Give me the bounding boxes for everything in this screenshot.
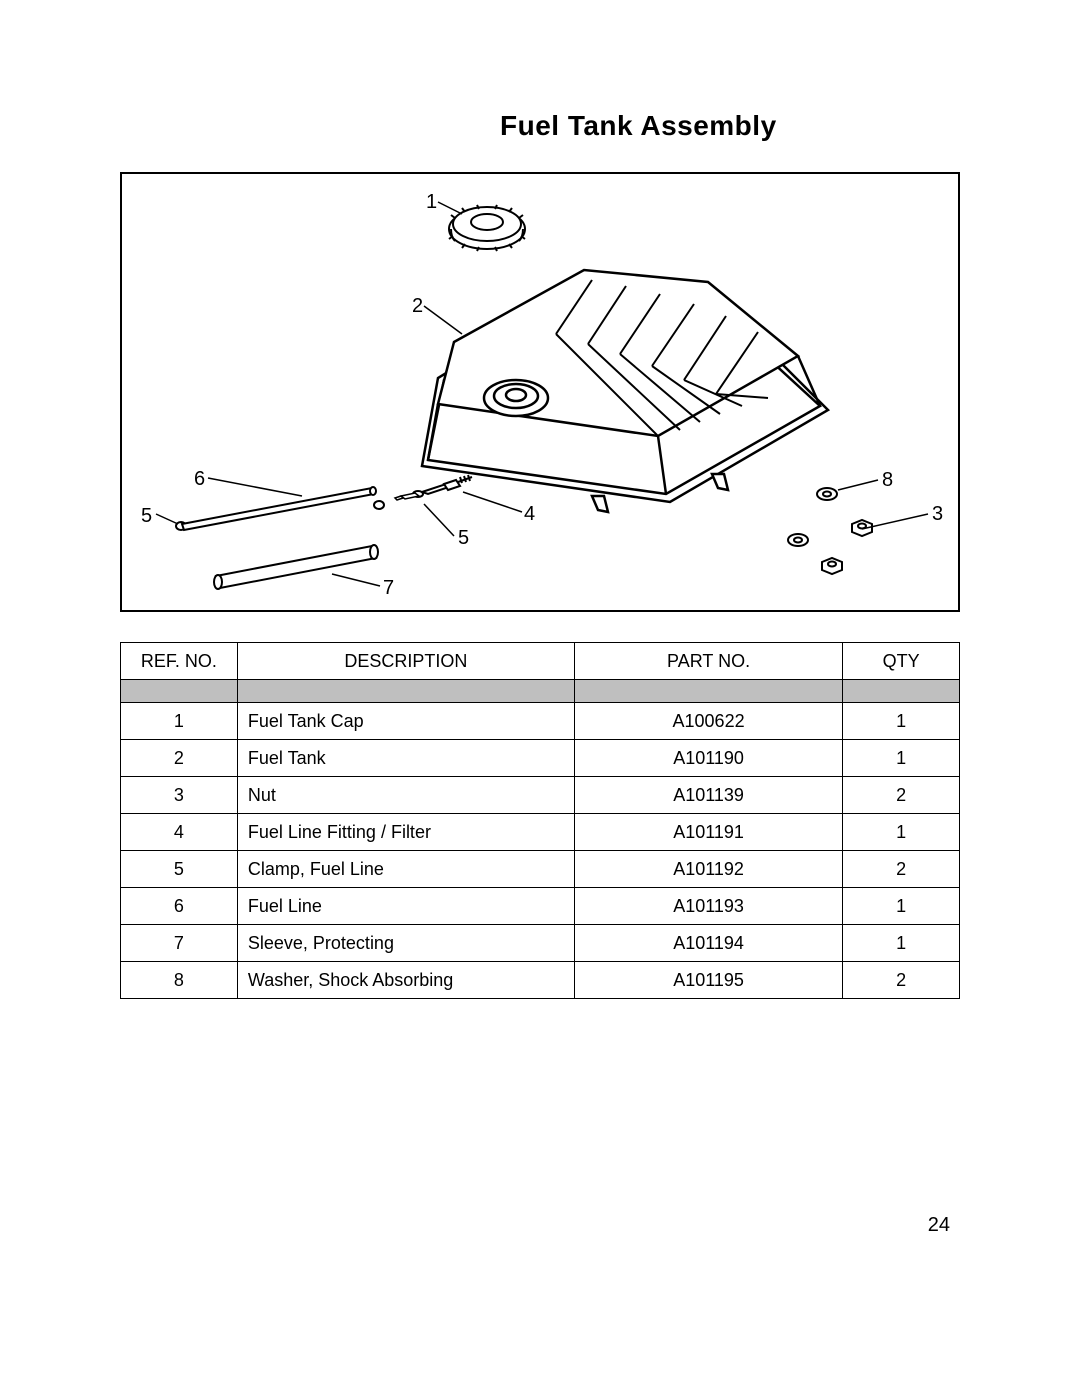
cell-desc: Fuel Tank [237, 740, 574, 777]
th-part: PART NO. [574, 643, 842, 680]
cell-qty: 2 [843, 962, 960, 999]
callout-label: 3 [932, 504, 943, 524]
cell-qty: 1 [843, 888, 960, 925]
cell-desc: Nut [237, 777, 574, 814]
leader-line [424, 306, 462, 334]
cell-part: A101191 [574, 814, 842, 851]
table-row: 6Fuel LineA1011931 [121, 888, 960, 925]
leader-line [332, 574, 380, 586]
cell-desc: Sleeve, Protecting [237, 925, 574, 962]
parts-table-head: REF. NO. DESCRIPTION PART NO. QTY [121, 643, 960, 703]
leader-line [862, 514, 928, 529]
cell-part: A100622 [574, 703, 842, 740]
cell-qty: 1 [843, 925, 960, 962]
callout-label: 1 [426, 192, 437, 212]
cell-desc: Washer, Shock Absorbing [237, 962, 574, 999]
cell-part: A101139 [574, 777, 842, 814]
cell-desc: Fuel Line [237, 888, 574, 925]
leader-line [463, 492, 522, 512]
table-row: 7Sleeve, ProtectingA1011941 [121, 925, 960, 962]
part-fuel-tank [422, 270, 828, 512]
callout-label: 5 [458, 528, 469, 548]
table-spacer-row [121, 680, 960, 703]
th-desc: DESCRIPTION [237, 643, 574, 680]
cell-part: A101194 [574, 925, 842, 962]
leader-line [838, 480, 878, 490]
exploded-diagram: 1 2 3 4 5 5 6 7 8 [120, 172, 960, 612]
page-title: Fuel Tank Assembly [500, 110, 960, 142]
parts-table: REF. NO. DESCRIPTION PART NO. QTY 1Fuel … [120, 642, 960, 999]
parts-table-body: 1Fuel Tank CapA10062212Fuel TankA1011901… [121, 703, 960, 999]
callout-label: 2 [412, 296, 423, 316]
cell-part: A101192 [574, 851, 842, 888]
th-qty: QTY [843, 643, 960, 680]
cell-ref: 5 [121, 851, 238, 888]
cell-desc: Fuel Line Fitting / Filter [237, 814, 574, 851]
leader-line [424, 504, 454, 536]
callout-label: 6 [194, 469, 205, 489]
table-row: 4Fuel Line Fitting / FilterA1011911 [121, 814, 960, 851]
leader-line [208, 478, 302, 496]
cell-qty: 1 [843, 814, 960, 851]
part-fuel-cap [449, 205, 525, 251]
part-clamp-mid [374, 501, 384, 509]
page: Fuel Tank Assembly [0, 0, 1080, 1397]
cell-ref: 2 [121, 740, 238, 777]
cell-qty: 1 [843, 740, 960, 777]
cell-ref: 3 [121, 777, 238, 814]
th-ref: REF. NO. [121, 643, 238, 680]
part-sleeve [214, 545, 378, 589]
cell-ref: 7 [121, 925, 238, 962]
cell-ref: 1 [121, 703, 238, 740]
cell-ref: 6 [121, 888, 238, 925]
table-row: 5Clamp, Fuel LineA1011922 [121, 851, 960, 888]
cell-part: A101193 [574, 888, 842, 925]
cell-desc: Clamp, Fuel Line [237, 851, 574, 888]
callout-label: 7 [383, 578, 394, 598]
table-row: 2Fuel TankA1011901 [121, 740, 960, 777]
cell-part: A101195 [574, 962, 842, 999]
table-row: 1Fuel Tank CapA1006221 [121, 703, 960, 740]
callout-label: 4 [524, 504, 535, 524]
cell-desc: Fuel Tank Cap [237, 703, 574, 740]
page-number: 24 [928, 1214, 950, 1237]
part-washers [788, 488, 837, 546]
part-fitting-filter [395, 475, 472, 500]
cell-qty: 2 [843, 777, 960, 814]
cell-ref: 8 [121, 962, 238, 999]
leader-line [438, 202, 462, 214]
cell-ref: 4 [121, 814, 238, 851]
cell-part: A101190 [574, 740, 842, 777]
callout-label: 5 [141, 506, 152, 526]
leader-line [156, 514, 178, 524]
table-row: 3NutA1011392 [121, 777, 960, 814]
callout-label: 8 [882, 470, 893, 490]
table-row: 8Washer, Shock AbsorbingA1011952 [121, 962, 960, 999]
cell-qty: 2 [843, 851, 960, 888]
diagram-svg [122, 174, 958, 610]
part-fuel-line [182, 487, 376, 530]
cell-qty: 1 [843, 703, 960, 740]
